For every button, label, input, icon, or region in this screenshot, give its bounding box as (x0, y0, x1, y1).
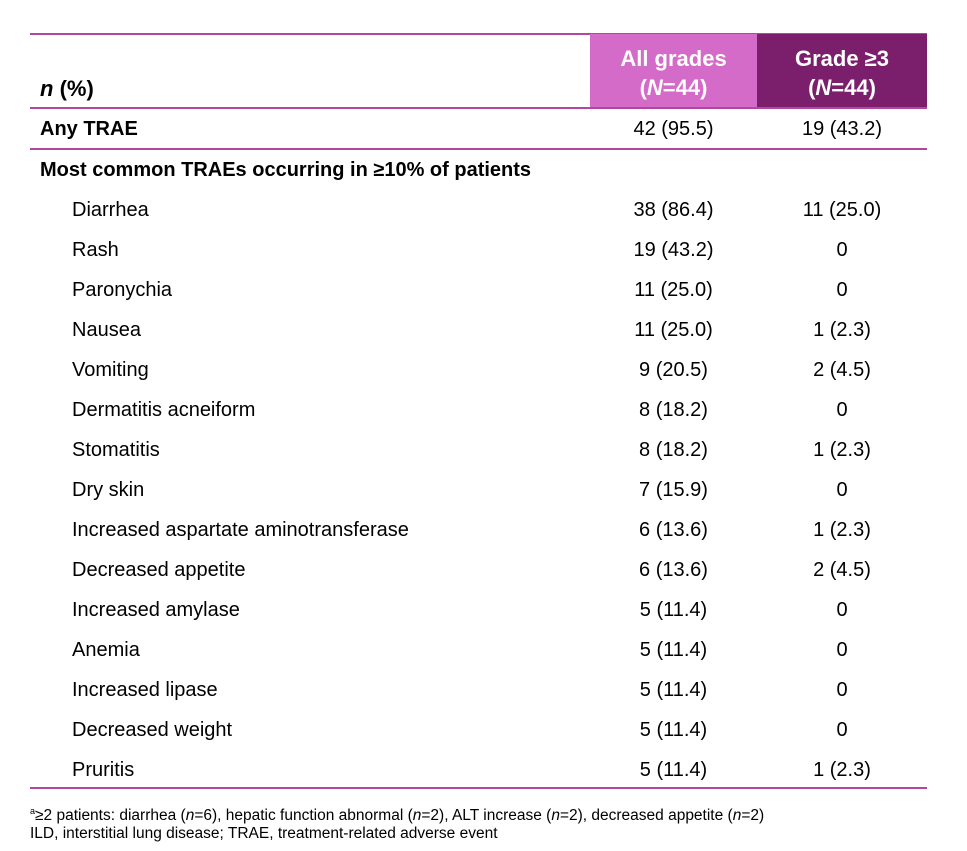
row-label: Nausea (72, 319, 141, 341)
table-row: Stomatitis 8 (18.2) 1 (2.3) (30, 430, 927, 470)
row-label: Paronychia (72, 279, 173, 301)
row-any-trae: Any TRAE 42 (95.5) 19 (43.2) (30, 109, 927, 149)
all-grades-value: 11 (25.0) (634, 319, 713, 341)
grade3-value: 0 (836, 639, 848, 661)
row-label: Rash (72, 239, 119, 261)
grade3-value: 11 (25.0) (802, 199, 882, 221)
section-heading: Most common TRAEs occurring in ≥10% of p… (40, 159, 532, 181)
column-header-all-grades: All grades (N=44) (590, 34, 757, 108)
footnote-segment: =2), decreased appetite ( (559, 807, 733, 825)
all-grades-value: 8 (18.2) (639, 399, 708, 421)
row-label: Dermatitis acneiform (72, 399, 256, 421)
all-grades-value: 8 (18.2) (639, 439, 708, 461)
bottom-rule (30, 787, 927, 789)
grade3-value: 1 (2.3) (813, 319, 871, 341)
grade3-value: 0 (836, 399, 848, 421)
grade3-value: 0 (836, 479, 848, 501)
top-rule (30, 33, 927, 35)
all-grades-value: 6 (13.6) (639, 559, 708, 581)
table-row: Decreased appetite 6 (13.6) 2 (4.5) (30, 550, 927, 590)
all-grades-value: 38 (86.4) (633, 199, 714, 221)
grade3-value: 0 (836, 679, 848, 701)
row-rule (30, 148, 927, 150)
grade3-value: 1 (2.3) (813, 439, 871, 461)
footnote-abbreviations: ILD, interstitial lung disease; TRAE, tr… (30, 825, 498, 842)
footnote-segment: =2), ALT increase ( (421, 807, 552, 825)
footnote-segment: n (732, 807, 742, 825)
grade3-value: 2 (4.5) (813, 359, 871, 381)
header-rule (30, 107, 927, 109)
grade3-value: 1 (2.3) (813, 519, 871, 541)
row-label: Decreased weight (72, 719, 233, 741)
all-grades-value: 7 (15.9) (639, 479, 708, 501)
table-row: Dry skin 7 (15.9) 0 (30, 470, 927, 510)
table-row: Rash 19 (43.2) 0 (30, 230, 927, 270)
footnote-segment: n (412, 807, 422, 825)
column-header-n-percent: n (%) (40, 76, 94, 101)
footnote-segment: =2) (741, 807, 765, 825)
footnote-segment: n (185, 807, 195, 825)
footnote-segment: =6), hepatic function abnormal ( (194, 807, 413, 825)
all-grades-value: 5 (11.4) (639, 639, 708, 661)
table-row: Anemia 5 (11.4) 0 (30, 630, 927, 670)
table-row: Increased aspartate aminotransferase 6 (1… (30, 510, 927, 550)
footnote-segment: ≥2 patients: diarrhea ( (35, 807, 186, 825)
grade3-value: 0 (836, 719, 848, 741)
table-row: Vomiting 9 (20.5) 2 (4.5) (30, 350, 927, 390)
row-label: Dry skin (72, 479, 145, 501)
all-grades-value: 42 (95.5) (633, 118, 714, 140)
row-label: Increased lipase (72, 679, 218, 701)
all-grades-value: 5 (11.4) (639, 719, 708, 741)
table-row: Increased amylase 5 (11.4) 0 (30, 590, 927, 630)
footnote-a: a≥2 patients: diarrhea (n=6), hepatic fu… (30, 806, 765, 825)
row-label: Increased amylase (72, 599, 240, 621)
row-label: Diarrhea (72, 199, 149, 221)
all-grades-value: 6 (13.6) (639, 519, 708, 541)
grade3-value: 0 (836, 279, 848, 301)
grade3-value: 0 (836, 239, 848, 261)
footnote-segment: n (551, 807, 560, 825)
grade3-value: 0 (836, 599, 848, 621)
row-label: Vomiting (72, 359, 149, 381)
table-row: Decreased weight 5 (11.4) 0 (30, 710, 927, 750)
all-grades-value: 9 (20.5) (639, 359, 708, 381)
grade3-value: 2 (4.5) (813, 559, 871, 581)
grade3-value: 19 (43.2) (801, 118, 883, 140)
table-row: Increased lipase 5 (11.4) 0 (30, 670, 927, 710)
row-label: Decreased appetite (72, 559, 246, 581)
table-row: Nausea 11 (25.0) 1 (2.3) (30, 310, 927, 350)
all-grades-value: 5 (11.4) (639, 679, 708, 701)
grade3-value: 1 (2.3) (813, 759, 871, 781)
table-row: Dermatitis acneiform 8 (18.2) 0 (30, 390, 927, 430)
table-row: Paronychia 11 (25.0) 0 (30, 270, 927, 310)
table-row: Pruritis 5 (11.4) 1 (2.3) (30, 750, 927, 790)
all-grades-value: 5 (11.4) (639, 759, 708, 781)
table-row: Diarrhea 38 (86.4) 11 (25.0) (30, 190, 927, 230)
row-label: Stomatitis (72, 439, 160, 461)
all-grades-value: 11 (25.0) (634, 279, 713, 301)
all-grades-value: 19 (43.2) (633, 239, 714, 261)
row-label: Pruritis (72, 759, 135, 781)
row-label: Any TRAE (40, 118, 138, 140)
all-grades-value: 5 (11.4) (639, 599, 708, 621)
column-header-grade3: Grade ≥3 (N=44) (757, 34, 927, 108)
row-label: Increased aspartate aminotransferase (72, 519, 409, 541)
row-label: Anemia (72, 639, 140, 661)
